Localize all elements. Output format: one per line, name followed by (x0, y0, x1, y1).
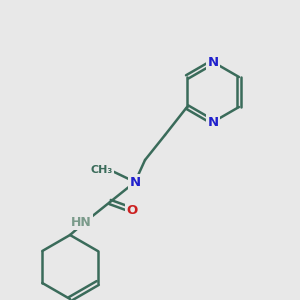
Text: CH₃: CH₃ (91, 165, 113, 175)
Text: N: N (207, 116, 219, 128)
Text: HN: HN (70, 215, 92, 229)
Text: O: O (126, 203, 138, 217)
Text: N: N (207, 56, 219, 68)
Text: N: N (130, 176, 141, 188)
